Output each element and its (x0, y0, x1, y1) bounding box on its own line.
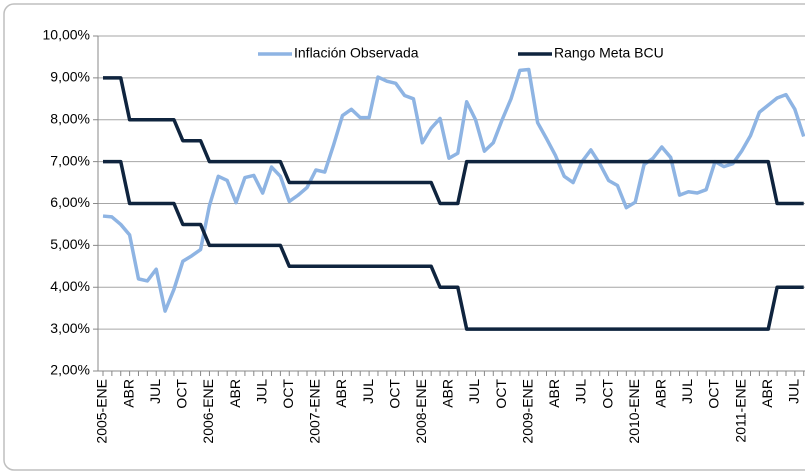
x-tick-label: ABR (227, 379, 243, 408)
series-line (102, 67, 805, 313)
x-tick-label: ABR (440, 379, 456, 408)
y-tick-label: 2,00% (50, 362, 90, 378)
range-line (103, 159, 804, 331)
x-tick-label: ABR (546, 379, 562, 408)
x-tick-label: ABR (333, 379, 349, 408)
y-tick-label: 10,00% (43, 27, 90, 43)
x-tick-label: 2011-ENE (732, 379, 748, 443)
x-tick-label: ABR (653, 379, 669, 408)
x-tick-label: ABR (759, 379, 775, 408)
y-tick-label: 7,00% (50, 152, 90, 168)
x-tick-label: JUL (466, 379, 482, 404)
x-tick-label: OCT (174, 379, 190, 409)
x-tick-label: JUL (573, 379, 589, 404)
y-tick-label: 4,00% (50, 278, 90, 294)
x-tick-label: 2009-ENE (519, 379, 535, 444)
y-tick-label: 6,00% (50, 194, 90, 210)
y-tick-label: 5,00% (50, 236, 90, 252)
y-tick-label: 9,00% (50, 69, 90, 85)
x-tick-label: 2010-ENE (626, 379, 642, 444)
y-tick-label: 3,00% (50, 320, 90, 336)
range-line (103, 76, 804, 206)
x-tick-label: JUL (360, 379, 376, 404)
x-tick-label: OCT (706, 379, 722, 409)
x-tick-label: 2005-ENE (94, 379, 110, 444)
x-tick-label: 2008-ENE (413, 379, 429, 444)
x-tick-label: JUL (147, 379, 163, 404)
x-tick-label: OCT (386, 379, 402, 409)
x-tick-label: ABR (120, 379, 136, 408)
x-tick-label: OCT (493, 379, 509, 409)
x-tick-label: JUL (679, 379, 695, 404)
x-tick-label: OCT (280, 379, 296, 409)
x-tick-label: OCT (599, 379, 615, 409)
x-tick-label: JUL (253, 379, 269, 404)
x-tick-label: 2006-ENE (200, 379, 216, 444)
x-tick-label: JUL (786, 379, 802, 404)
y-tick-label: 8,00% (50, 110, 90, 126)
chart-border (3, 3, 805, 471)
legend-label: Inflación Observada (294, 45, 419, 61)
legend-label: Rango Meta BCU (554, 45, 664, 61)
x-tick-label: 2007-ENE (307, 379, 323, 444)
